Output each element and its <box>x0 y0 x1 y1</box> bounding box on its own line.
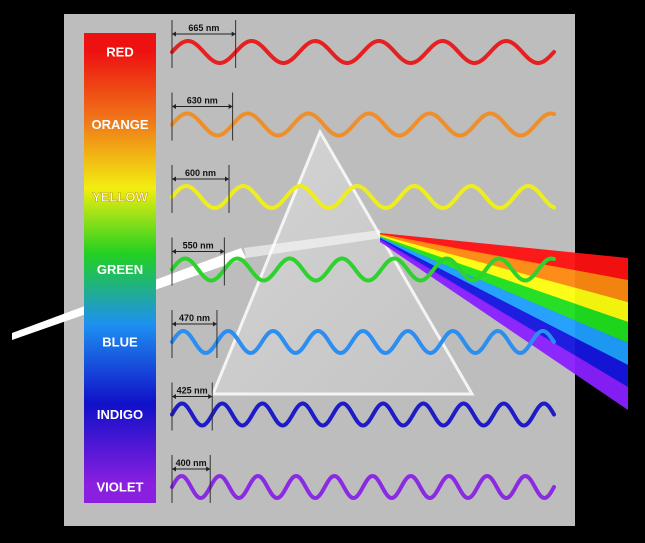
wavelength-label: 550 nm <box>183 241 214 251</box>
arrowhead <box>172 176 176 182</box>
rainbow-ray <box>380 235 628 322</box>
arrowhead <box>172 31 176 37</box>
arrowhead <box>231 31 236 37</box>
color-label: YELLOW <box>92 190 148 205</box>
rainbow-ray <box>380 237 628 365</box>
arrowhead <box>220 249 225 254</box>
color-label: RED <box>106 45 133 60</box>
wavelength-label: 400 nm <box>176 458 207 468</box>
arrowhead <box>206 466 211 472</box>
spectrum-band-indigo: INDIGO 425 nm <box>97 382 556 431</box>
wavelength-label: 630 nm <box>187 96 218 106</box>
arrowhead <box>172 466 176 472</box>
wave <box>170 256 556 283</box>
color-label: VIOLET <box>97 480 144 495</box>
prism <box>210 128 475 396</box>
wavelength-label: 425 nm <box>177 386 208 396</box>
arrowhead <box>228 104 233 109</box>
spectrum-band-orange: ORANGE 630 nm <box>91 92 556 141</box>
arrowhead <box>225 176 230 182</box>
rainbow-ray <box>380 239 628 410</box>
color-label: ORANGE <box>91 117 148 132</box>
spectrum-band-violet: VIOLET 400 nm <box>97 455 556 503</box>
arrowhead <box>172 249 176 254</box>
rainbow-ray <box>380 234 628 302</box>
wave <box>170 183 556 211</box>
wave <box>170 111 556 138</box>
rainbow-ray <box>380 238 628 387</box>
rainbow-ray <box>380 233 628 280</box>
refracted-beam <box>244 230 382 258</box>
arrowhead <box>172 104 176 109</box>
color-label: BLUE <box>102 335 138 350</box>
arrowhead <box>208 394 213 399</box>
wave <box>170 473 556 501</box>
spectrum-band-red: RED 665 nm <box>106 20 556 68</box>
wave <box>170 328 556 356</box>
color-label: INDIGO <box>97 407 143 422</box>
spectrum-bar <box>84 33 156 503</box>
wavelength-label: 665 nm <box>188 23 219 33</box>
color-label: GREEN <box>97 262 143 277</box>
spectrum-band-blue: BLUE 470 nm <box>102 310 556 358</box>
arrowhead <box>172 321 176 327</box>
dispersed-rainbow <box>380 233 628 410</box>
wavelength-label: 470 nm <box>179 313 210 323</box>
spectrum-band-yellow: YELLOW 600 nm <box>92 165 556 213</box>
spectrum-band-green: GREEN 550 nm <box>97 237 556 286</box>
arrowhead <box>172 394 176 399</box>
arrowhead <box>212 321 217 327</box>
wavelength-label: 600 nm <box>185 168 216 178</box>
wave <box>170 401 556 428</box>
